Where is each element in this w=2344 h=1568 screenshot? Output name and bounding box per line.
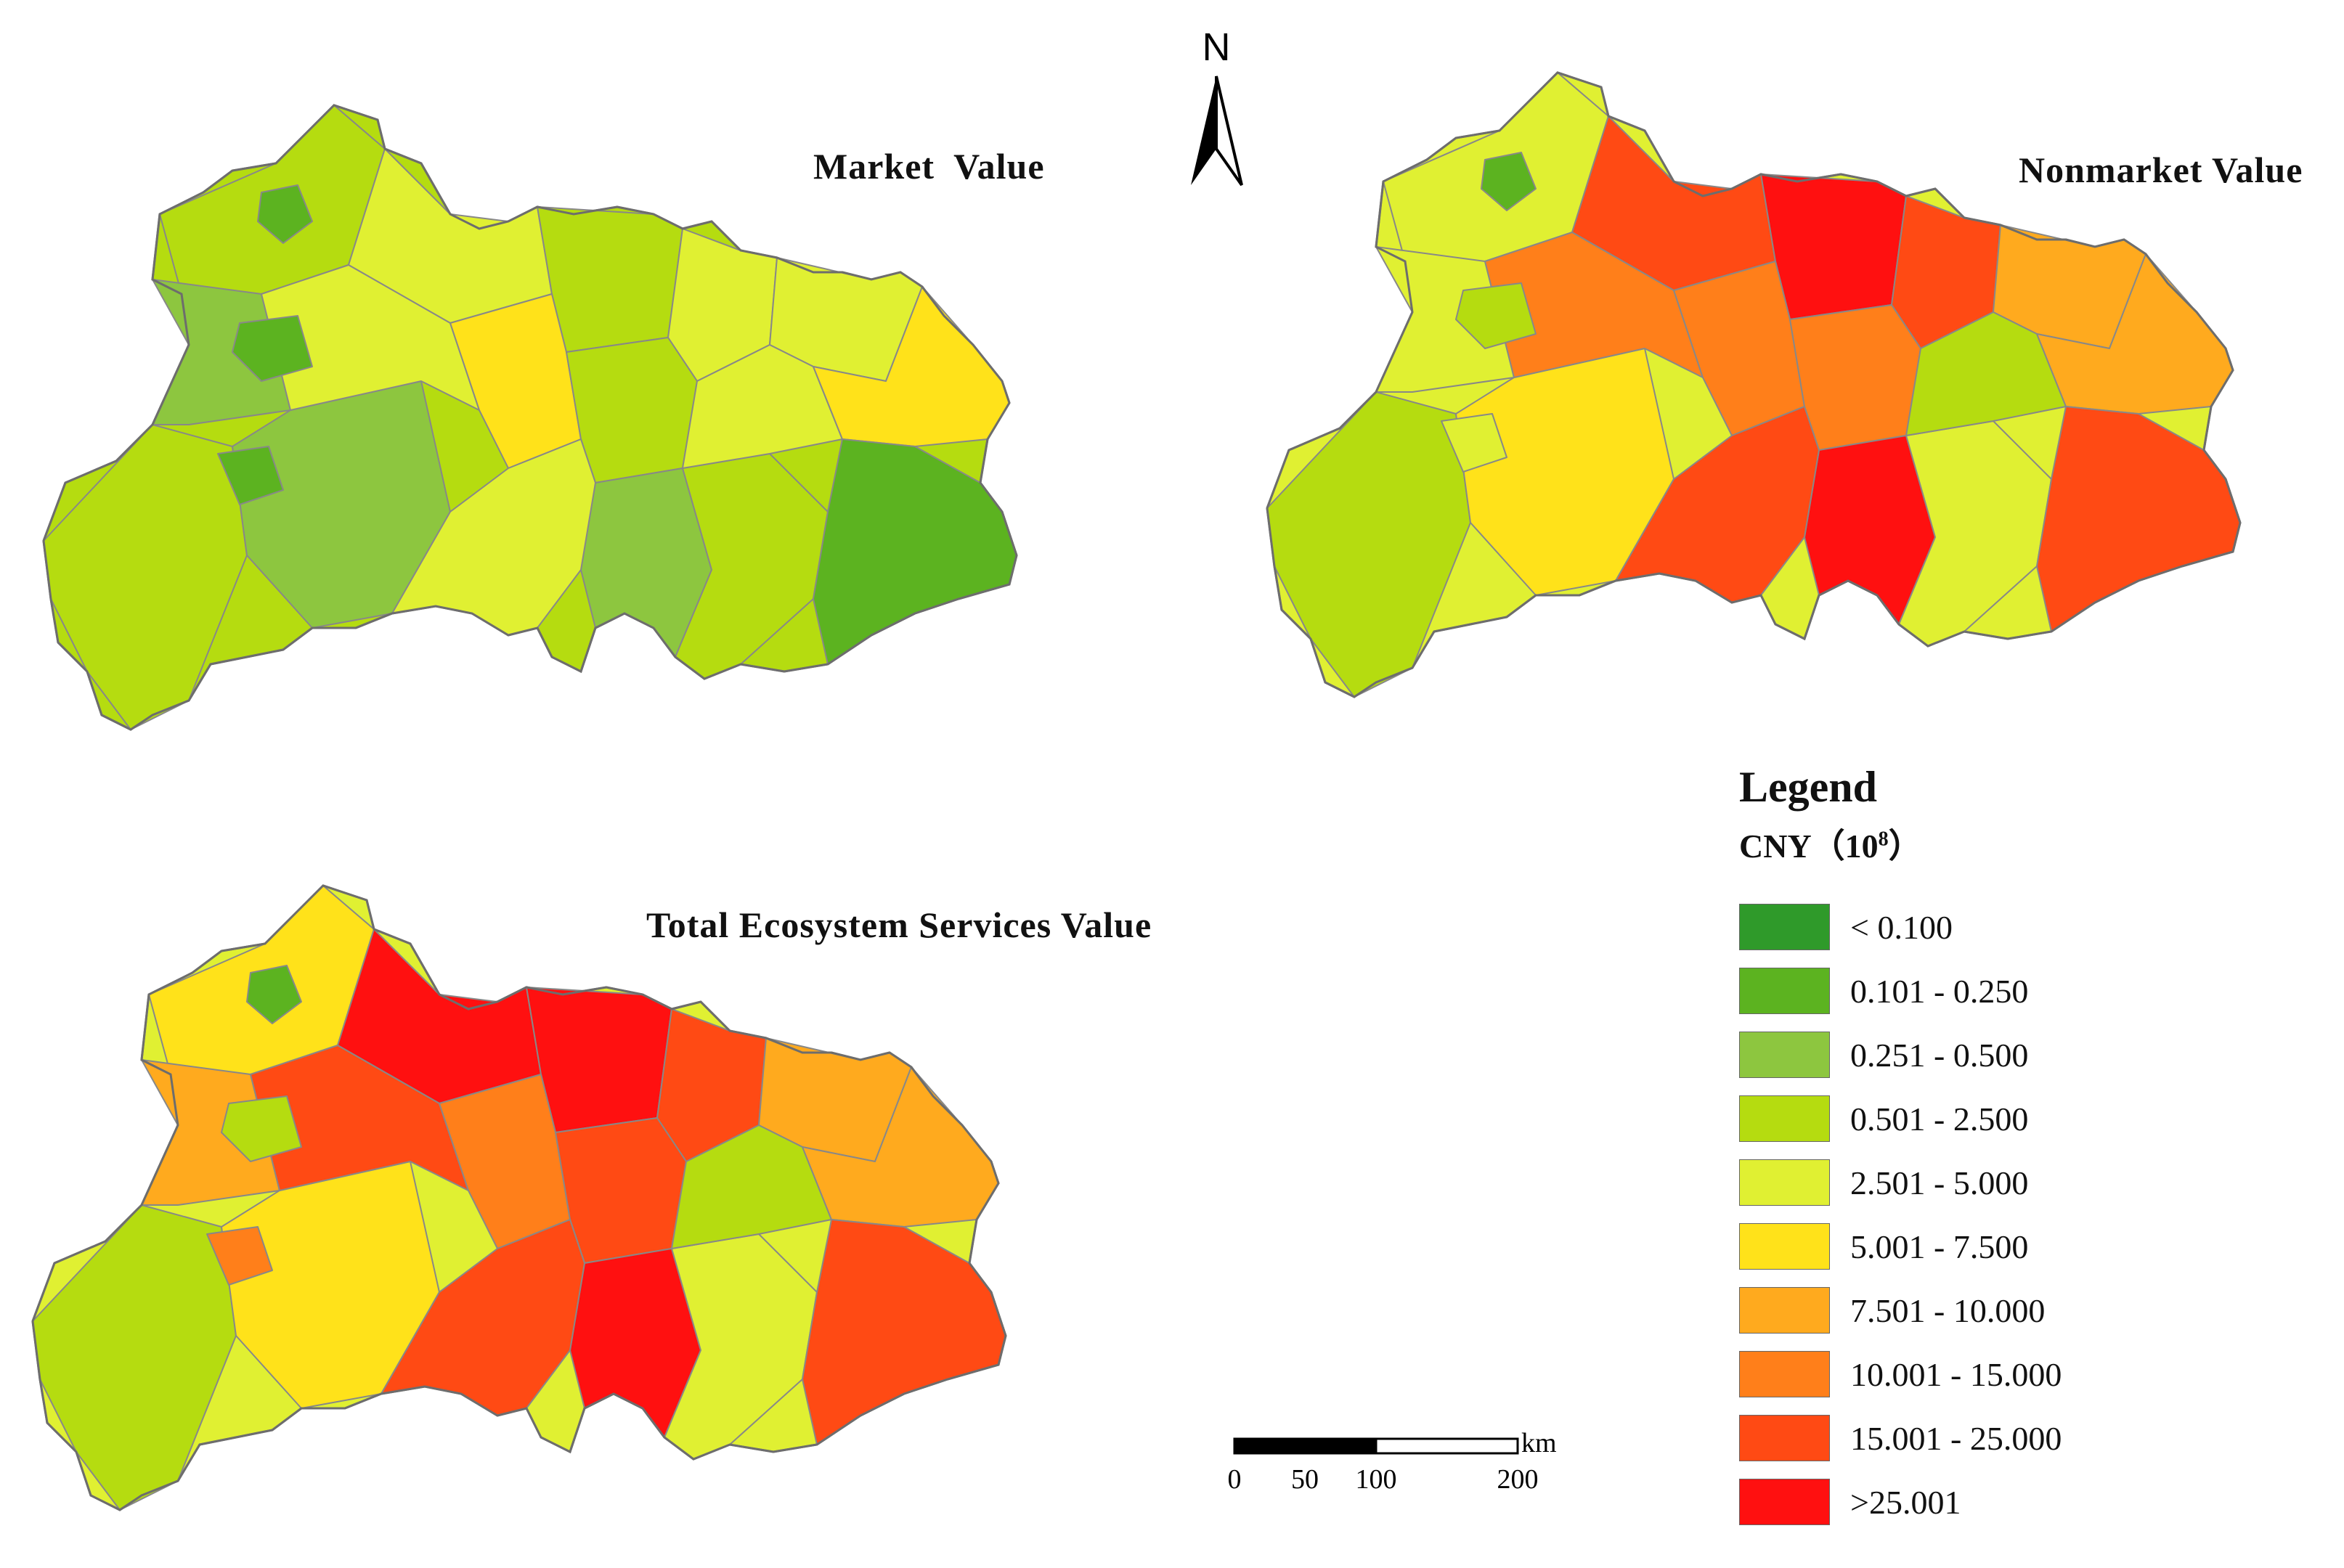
market-value-map	[42, 104, 1018, 731]
province-border	[31, 884, 1007, 1511]
legend-item: 2.501 - 5.000	[1739, 1151, 2320, 1214]
county-region	[1455, 282, 1537, 349]
legend-label: 2.501 - 5.000	[1850, 1164, 2029, 1201]
legend-label: >25.001	[1850, 1483, 1961, 1521]
legend-swatch	[1739, 1287, 1830, 1334]
legend-swatch	[1739, 1479, 1830, 1525]
county-region	[43, 424, 248, 730]
legend-label: 10.001 - 15.000	[1850, 1355, 2062, 1393]
legend-label: 0.251 - 0.500	[1850, 1036, 2029, 1074]
county-region	[217, 446, 284, 505]
legend-unit: CNY（108）	[1739, 828, 1922, 865]
legend-swatch	[1739, 968, 1830, 1014]
legend-label: 5.001 - 7.500	[1850, 1228, 2029, 1265]
province-border	[42, 104, 1018, 731]
legend-item: < 0.100	[1739, 895, 2320, 959]
legend-swatch	[1739, 1415, 1830, 1461]
legend-swatch	[1739, 1032, 1830, 1078]
legend-item: 5.001 - 7.500	[1739, 1214, 2320, 1278]
county-region	[32, 1204, 237, 1511]
legend-item: 0.251 - 0.500	[1739, 1023, 2320, 1087]
legend: Legend CNY（108） < 0.100 0.101 - 0.250 0.25…	[1739, 762, 2320, 1534]
scale-tick-0: 0	[1228, 1464, 1242, 1495]
legend-item: 10.001 - 15.000	[1739, 1342, 2320, 1406]
legend-item: 0.101 - 0.250	[1739, 959, 2320, 1023]
province-border	[1266, 71, 2242, 698]
total-esv-title: Total Ecosystem Services Value	[646, 905, 1152, 945]
market-value-title: Market Value	[813, 146, 1045, 187]
county-region	[813, 438, 1017, 665]
county-region	[1481, 152, 1537, 211]
county-region	[246, 965, 302, 1024]
legend-label: 0.101 - 0.250	[1850, 972, 2029, 1010]
scale-tick-50: 50	[1291, 1464, 1319, 1495]
county-region	[221, 1095, 302, 1162]
nonmarket-value-map	[1266, 71, 2242, 698]
legend-swatch	[1739, 1351, 1830, 1397]
legend-swatch	[1739, 1095, 1830, 1142]
legend-swatch	[1739, 904, 1830, 950]
north-arrow-icon: N	[1191, 25, 1243, 187]
legend-label: 0.501 - 2.500	[1850, 1100, 2029, 1138]
north-label: N	[1202, 25, 1231, 69]
total-esv-map	[31, 884, 1007, 1511]
county-region	[1441, 413, 1507, 473]
legend-label: 7.501 - 10.000	[1850, 1291, 2046, 1329]
legend-item: >25.001	[1739, 1470, 2320, 1534]
county-region	[802, 1219, 1006, 1445]
scale-bar: km 0 50 100 200	[1228, 1430, 1557, 1495]
legend-item: 7.501 - 10.000	[1739, 1278, 2320, 1342]
scale-unit: km	[1521, 1430, 1557, 1458]
scale-tick-100: 100	[1356, 1464, 1397, 1495]
nonmarket-value-title: Nonmarket Value	[2019, 150, 2303, 190]
scale-tick-200: 200	[1497, 1464, 1539, 1495]
county-region	[257, 184, 313, 244]
legend-label: 15.001 - 25.000	[1850, 1419, 2062, 1457]
legend-item: 0.501 - 2.500	[1739, 1087, 2320, 1151]
legend-label: < 0.100	[1850, 908, 1953, 946]
legend-item: 15.001 - 25.000	[1739, 1406, 2320, 1470]
county-region	[232, 315, 313, 382]
county-region	[1266, 391, 1471, 698]
legend-swatch	[1739, 1223, 1830, 1270]
legend-title: Legend	[1739, 763, 1878, 811]
legend-class-list: < 0.100 0.101 - 0.250 0.251 - 0.500 0.501 -…	[1739, 895, 2320, 1534]
county-region	[206, 1226, 273, 1286]
legend-swatch	[1739, 1159, 1830, 1206]
county-region	[2036, 406, 2241, 632]
